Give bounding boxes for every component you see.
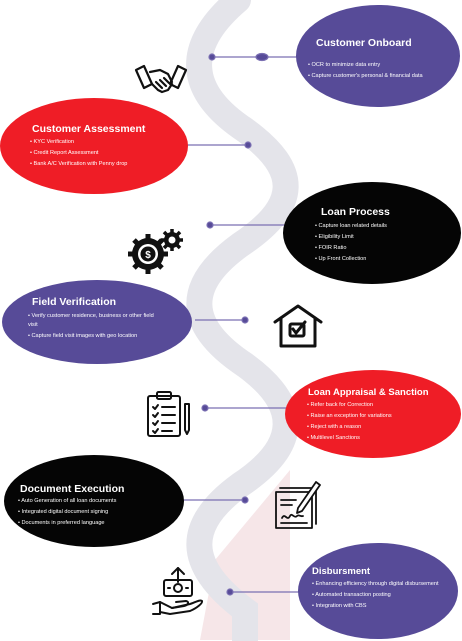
stage-title: Field Verification [32,296,117,308]
stage-item: OCR to minimize data entry [308,61,458,70]
stage-title: Loan Appraisal & Sanction [308,387,429,398]
wave-path [186,0,299,641]
connector-dot [201,404,209,412]
stage-items: Verify customer residence, business or o… [28,312,163,343]
stage-item: Integration with CBS [312,602,447,611]
connector-dot [208,53,216,61]
stage-items: OCR to minimize data entry Capture custo… [308,61,458,83]
stage-customer-assessment: Customer Assessment KYC Verification Cre… [0,98,188,194]
handshake-icon [134,64,188,94]
stage-item: Documents in preferred language [18,519,183,528]
stage-customer-onboard: Customer Onboard OCR to minimize data en… [296,5,460,107]
stage-item: Eligibility Limit [315,233,445,242]
stage-item: Refer back for Correction [307,401,442,410]
stage-items: Capture loan related details Eligibility… [315,222,445,267]
connector-dot [241,316,249,324]
stage-item: Raise an exception for variations [307,412,442,421]
stage-item: Automated transaction posting [312,591,447,600]
stage-item: Integrated digital document signing [18,508,183,517]
house-check-icon [273,304,323,348]
stage-title: Customer Onboard [316,37,412,49]
stage-items: Refer back for Correction Raise an excep… [307,401,442,446]
stage-items: KYC Verification Credit Report Assessmen… [30,138,155,171]
connector-dot [226,588,234,596]
connector-dot [206,221,214,229]
gear-dollar-icon: $ [128,229,183,274]
stage-title: Document Execution [20,483,125,495]
stage-item: Capture field visit images with geo loca… [28,332,163,341]
stage-item: Credit Report Assessment [30,149,155,158]
stage-item: Reject with a reason [307,423,442,432]
stage-item: Bank A/C Verification with Penny drop [30,160,155,169]
stage-field-verification: Field Verification Verify customer resid… [2,280,192,364]
stage-item: Auto Generation of all loan documents [18,497,183,506]
stage-item: Verify customer residence, business or o… [28,312,163,329]
clipboard-checklist-icon [147,391,190,437]
stage-loan-appraisal: Loan Appraisal & Sanction Refer back for… [285,370,461,458]
stage-item: FOIR Ratio [315,244,445,253]
document-signing-icon [275,481,321,529]
stage-document-execution: Document Execution Auto Generation of al… [4,455,184,547]
stage-item: Up Front Collection [315,255,445,264]
stage-items: Auto Generation of all loan documents In… [18,497,183,530]
stage-title: Disbursment [312,566,371,577]
stage-item: Capture customer's personal & financial … [308,72,458,81]
stage-disbursment: Disbursment Enhancing efficiency through… [298,543,458,639]
stage-item: KYC Verification [30,138,155,147]
connector-dot [244,141,252,149]
stage-title: Loan Process [321,206,390,218]
hand-money-icon [152,567,204,615]
stage-item: Capture loan related details [315,222,445,231]
svg-text:$: $ [145,250,151,261]
stage-item: Enhancing efficiency through digital dis… [312,580,447,589]
stage-title: Customer Assessment [32,123,146,135]
stage-items: Enhancing efficiency through digital dis… [312,580,447,613]
stage-loan-process: Loan Process Capture loan related detail… [283,182,461,284]
connector-dot [241,496,249,504]
stage-item: Multilevel Sanctions [307,434,442,443]
